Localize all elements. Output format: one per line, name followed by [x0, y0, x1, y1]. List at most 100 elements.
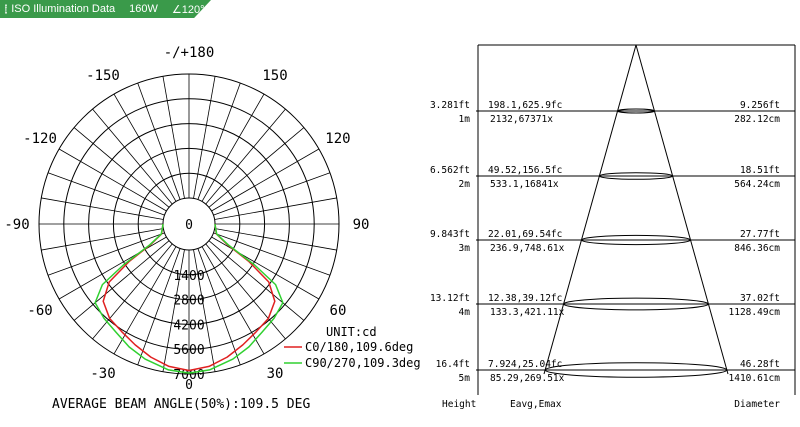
height-m: 1m [459, 114, 471, 125]
unit-label: UNIT:cd [326, 325, 377, 339]
polar-spoke [208, 127, 305, 208]
angle-label-zero: 0 [185, 218, 193, 233]
angle-label: -60 [27, 303, 52, 319]
illuminance-lx: 236.9,748.61x [490, 243, 565, 254]
polar-spoke [213, 172, 331, 216]
cone-ellipse [563, 297, 709, 311]
radial-label: 4200 [173, 318, 204, 333]
legend-label-2: C90/270,109.3deg [305, 356, 421, 370]
legend-label-1: C0/180,109.6deg [305, 340, 413, 354]
height-ft: 3.281ft [430, 100, 470, 111]
diameter-ft: 37.02ft [740, 293, 780, 304]
radial-label: 1400 [173, 269, 204, 284]
illuminance-fc: 7.924,25.04fc [488, 359, 562, 370]
polar-spoke [211, 148, 320, 212]
diameter-ft: 18.51ft [740, 165, 780, 176]
polar-spoke [208, 240, 305, 321]
diameter-cm: 1410.61cm [729, 373, 781, 384]
polar-spoke [113, 246, 177, 355]
angle-label: 150 [262, 68, 287, 84]
illuminance-fc: 49.52,156.5fc [488, 165, 562, 176]
cone-right-edge [635, 44, 729, 375]
footer-eavg: Eavg,Emax [510, 399, 562, 410]
polar-spoke [47, 232, 165, 276]
angle-label: -120 [23, 131, 57, 147]
polar-spoke [73, 240, 170, 321]
diameter-cm: 846.36cm [734, 243, 780, 254]
diameter-ft: 27.77ft [740, 229, 780, 240]
angle-label: -/+180 [164, 45, 215, 61]
polar-spoke [41, 228, 164, 251]
illuminance-lx: 85.29,269.51x [490, 373, 565, 384]
angle-label: 60 [330, 303, 347, 319]
polar-spoke [197, 248, 241, 366]
polar-spoke [201, 246, 265, 355]
cone-ellipse [598, 172, 674, 180]
polar-spoke [193, 249, 216, 372]
info-icon: i [5, 4, 8, 14]
radial-label: 0 [185, 378, 193, 393]
polar-spoke [92, 108, 173, 205]
polar-spoke [197, 82, 241, 200]
polar-spoke [205, 108, 286, 205]
polar-spoke [213, 232, 331, 276]
illuminance-lx: 533.1,16841x [490, 179, 559, 190]
diameter-ft: 9.256ft [740, 100, 780, 111]
cone-left-edge [543, 44, 637, 375]
polar-spoke [201, 93, 265, 202]
illuminance-fc: 22.01,69.54fc [488, 229, 562, 240]
polar-spoke [214, 228, 337, 251]
cone-ellipse [544, 362, 728, 378]
polar-spoke [211, 236, 320, 300]
angle-label: 120 [325, 131, 350, 147]
radial-label: 5600 [173, 343, 204, 358]
illuminance-lx: 2132,67371x [490, 114, 553, 125]
angle-label: -30 [90, 366, 115, 382]
diameter-ft: 46.28ft [740, 359, 780, 370]
beam-angle-caption: AVERAGE BEAM ANGLE(50%):109.5 DEG [52, 397, 310, 412]
illuminance-lx: 133.3,421.11x [490, 307, 565, 318]
title-text: ISO Illumination Data [11, 3, 116, 15]
angle-label: 30 [267, 366, 284, 382]
diameter-cm: 1128.49cm [729, 307, 781, 318]
height-m: 2m [459, 179, 471, 190]
polar-spoke [113, 93, 177, 202]
polar-spoke [137, 82, 181, 200]
height-m: 3m [459, 243, 471, 254]
illuminance-fc: 198.1,625.9fc [488, 100, 562, 111]
polar-spoke [214, 197, 337, 220]
angle-label: -150 [86, 68, 120, 84]
diameter-cm: 564.24cm [734, 179, 780, 190]
angle-text: ∠120° [171, 3, 205, 16]
diameter-cm: 282.12cm [734, 114, 780, 125]
polar-spoke [58, 148, 167, 212]
polar-spoke [41, 197, 164, 220]
power-text: 160W [129, 3, 158, 15]
footer-diameter: Diameter [734, 399, 780, 410]
series-line-2 [94, 223, 284, 374]
polar-spoke [47, 172, 165, 216]
title-bar: i ISO Illumination Data 160W ∠120° [0, 0, 211, 18]
polar-spoke [58, 236, 167, 300]
angle-label: -90 [4, 217, 29, 233]
height-m: 5m [459, 373, 471, 384]
height-ft: 6.562ft [430, 165, 470, 176]
polar-spoke [205, 243, 286, 340]
polar-spoke [92, 243, 173, 340]
cone-ellipse [617, 108, 655, 114]
polar-spoke [73, 127, 170, 208]
illuminance-fc: 12.38,39.12fc [488, 293, 562, 304]
polar-spoke [137, 248, 181, 366]
height-ft: 9.843ft [430, 229, 470, 240]
polar-spoke [193, 76, 216, 199]
radial-label: 2800 [173, 294, 204, 309]
height-ft: 13.12ft [430, 293, 470, 304]
height-ft: 16.4ft [436, 359, 470, 370]
footer-height: Height [442, 399, 476, 410]
angle-label: 90 [353, 217, 370, 233]
polar-spoke [162, 76, 185, 199]
height-m: 4m [459, 307, 471, 318]
polar-spoke [162, 249, 185, 372]
cone-ellipse [580, 234, 692, 246]
